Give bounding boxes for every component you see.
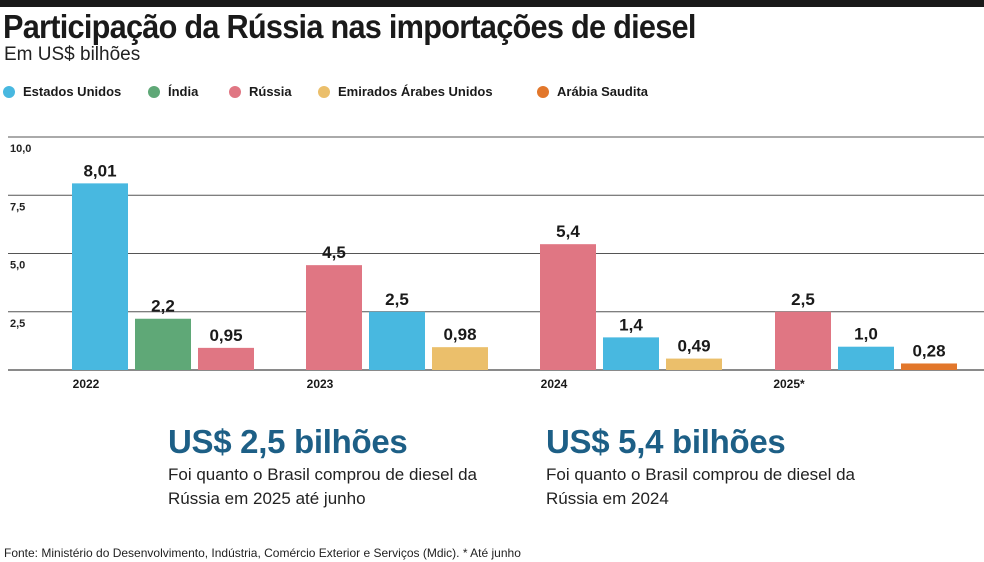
chart-subtitle: Em US$ bilhões bbox=[4, 44, 141, 65]
legend-label: Índia bbox=[168, 84, 199, 99]
bar bbox=[901, 363, 957, 370]
bar bbox=[666, 358, 722, 370]
legend: Estados Unidos Índia Rússia Emirados Ára… bbox=[0, 84, 984, 108]
callout-text: Foi quanto o Brasil comprou de diesel da… bbox=[546, 465, 856, 508]
bar bbox=[432, 347, 488, 370]
legend-swatch-arabia-saudita bbox=[537, 85, 549, 98]
legend-label: Arábia Saudita bbox=[557, 84, 649, 99]
top-rule bbox=[0, 0, 984, 7]
bar-value-label: 2,2 bbox=[151, 297, 175, 316]
legend-item-estados-unidos: Estados Unidos bbox=[3, 84, 121, 99]
legend-swatch-estados-unidos bbox=[3, 85, 15, 98]
bar bbox=[72, 183, 128, 370]
callout-2025: US$ 2,5 bilhões Foi quanto o Brasil comp… bbox=[168, 424, 508, 511]
legend-swatch-emirados bbox=[318, 85, 330, 98]
bar-value-label: 2,5 bbox=[791, 290, 815, 309]
bar-value-label: 1,0 bbox=[854, 325, 878, 344]
x-category-label: 2025* bbox=[773, 377, 805, 391]
legend-label: Rússia bbox=[249, 84, 292, 99]
source-note: Fonte: Ministério do Desenvolvimento, In… bbox=[4, 546, 521, 560]
legend-item-russia: Rússia bbox=[229, 84, 292, 99]
x-category-label: 2023 bbox=[307, 377, 334, 391]
legend-item-arabia-saudita: Arábia Saudita bbox=[537, 84, 648, 99]
bar-value-label: 2,5 bbox=[385, 290, 409, 309]
bar-chart: 2,5 5,0 7,5 10,0 8,01 2,2 0,95 2022 4,5 2,5 0,98 20… bbox=[8, 136, 984, 391]
bar-value-label: 5,4 bbox=[556, 222, 580, 241]
callout-value: US$ 5,4 bilhões bbox=[546, 423, 786, 460]
callout-2024: US$ 5,4 bilhões Foi quanto o Brasil comp… bbox=[546, 424, 886, 511]
bar bbox=[306, 265, 362, 370]
bar bbox=[369, 311, 425, 370]
callout-text: Foi quanto o Brasil comprou de diesel da… bbox=[168, 465, 478, 508]
bar-value-label: 4,5 bbox=[322, 243, 346, 262]
bar-value-label: 0,95 bbox=[209, 326, 242, 345]
legend-swatch-russia bbox=[229, 85, 241, 98]
y-tick-label: 10,0 bbox=[10, 143, 31, 155]
bar-value-label: 8,01 bbox=[83, 161, 116, 180]
x-category-label: 2024 bbox=[541, 377, 568, 391]
bar bbox=[198, 347, 254, 370]
bar-value-label: 0,98 bbox=[443, 325, 476, 344]
y-tick-label: 5,0 bbox=[10, 260, 25, 272]
callout-value: US$ 2,5 bilhões bbox=[168, 423, 408, 460]
legend-item-india: Índia bbox=[148, 84, 198, 99]
bar-value-label: 1,4 bbox=[619, 315, 643, 334]
legend-swatch-india bbox=[148, 85, 160, 98]
legend-item-emirados: Emirados Árabes Unidos bbox=[318, 84, 493, 99]
bar bbox=[775, 311, 831, 370]
legend-label: Emirados Árabes Unidos bbox=[338, 84, 493, 99]
y-tick-label: 2,5 bbox=[10, 318, 25, 330]
chart-title: Participação da Rússia nas importações d… bbox=[3, 8, 696, 45]
bar bbox=[603, 337, 659, 370]
y-tick-label: 7,5 bbox=[10, 201, 25, 213]
x-category-label: 2022 bbox=[73, 377, 100, 391]
legend-label: Estados Unidos bbox=[23, 84, 122, 99]
bar bbox=[540, 244, 596, 370]
bar bbox=[838, 346, 894, 370]
bar-value-label: 0,28 bbox=[912, 341, 945, 360]
bar bbox=[135, 318, 191, 370]
bar-value-label: 0,49 bbox=[677, 337, 710, 356]
